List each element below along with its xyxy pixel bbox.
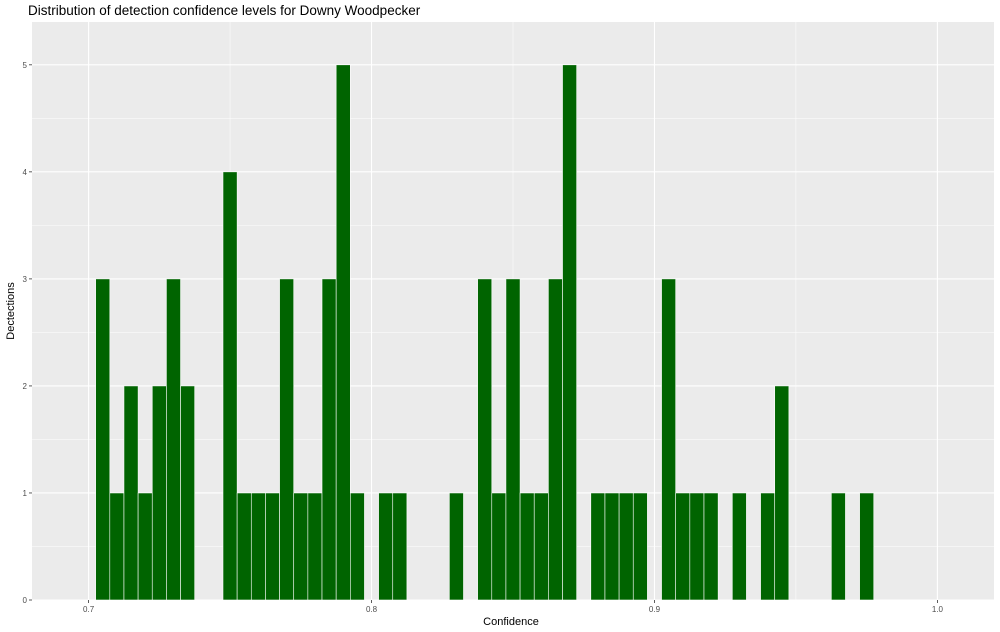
- histogram-bar: [250, 492, 266, 601]
- histogram-bar: [321, 278, 337, 601]
- x-tick-label: 1.0: [932, 605, 944, 614]
- x-tick-label: 0.8: [366, 605, 378, 614]
- histogram-bar: [831, 492, 846, 601]
- histogram-bar: [236, 492, 252, 601]
- histogram-bar: [491, 492, 507, 601]
- histogram-bar: [265, 492, 280, 601]
- y-axis-title: Dectections: [5, 282, 17, 340]
- histogram-bar: [590, 492, 606, 601]
- histogram-bar: [562, 64, 577, 601]
- histogram-bar: [151, 385, 167, 601]
- x-tick-label: 0.7: [83, 605, 95, 614]
- histogram-bar: [548, 278, 563, 601]
- axis-ticks: 0.7 0.8 0.9 1.0 0 1 2 3 4 5: [23, 61, 944, 614]
- histogram-bar: [95, 278, 111, 601]
- histogram-bar: [279, 278, 295, 601]
- x-tick-label: 0.9: [649, 605, 661, 614]
- y-tick-label: 0: [23, 596, 28, 605]
- histogram-bar: [703, 492, 719, 601]
- histogram-bar: [731, 492, 747, 601]
- histogram-bar: [222, 171, 238, 601]
- histogram-bar: [675, 492, 691, 601]
- histogram-bar: [604, 492, 620, 601]
- histogram-bar: [123, 385, 139, 601]
- y-tick-label: 1: [23, 489, 28, 498]
- histogram-bar: [166, 278, 181, 601]
- bars: [95, 64, 875, 601]
- histogram-bar: [293, 492, 309, 601]
- histogram-bar: [618, 492, 634, 601]
- histogram-bar: [477, 278, 493, 601]
- histogram-bar: [661, 278, 676, 601]
- histogram-bar: [774, 385, 790, 601]
- histogram-bar: [519, 492, 535, 601]
- histogram-bar: [392, 492, 408, 601]
- chart-title: Distribution of detection confidence lev…: [28, 3, 421, 18]
- histogram-bar: [533, 492, 549, 601]
- y-tick-label: 5: [23, 61, 28, 70]
- histogram-bar: [180, 385, 195, 601]
- histogram-bar: [109, 492, 125, 601]
- y-tick-label: 3: [23, 275, 28, 284]
- histogram-bar: [505, 278, 521, 601]
- histogram-bar: [378, 492, 394, 601]
- y-tick-label: 4: [23, 168, 28, 177]
- histogram-bar: [689, 492, 705, 601]
- histogram-bar: [335, 64, 351, 601]
- histogram-bar: [307, 492, 323, 601]
- histogram-bar: [632, 492, 648, 601]
- histogram-bar: [449, 492, 464, 601]
- histogram-bar: [760, 492, 776, 601]
- histogram-bar: [137, 492, 153, 601]
- histogram-bar: [350, 492, 365, 601]
- histogram-bar: [859, 492, 875, 601]
- x-axis-title: Confidence: [483, 616, 539, 628]
- y-tick-label: 2: [23, 382, 28, 391]
